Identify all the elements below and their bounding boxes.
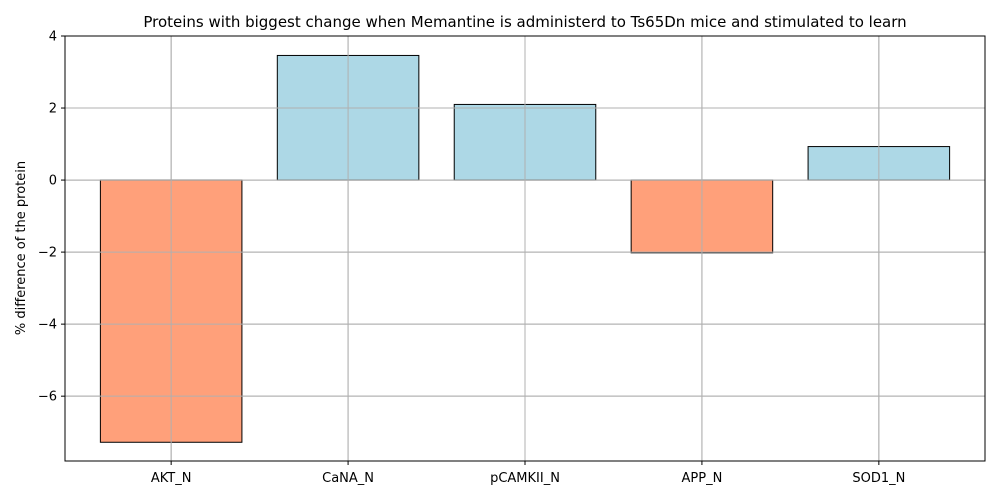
bars <box>65 35 985 461</box>
y-tick-label: 0 <box>49 174 57 189</box>
x-tick-label: pCAMKII_N <box>490 471 560 486</box>
y-tick-label: 2 <box>49 102 57 117</box>
plot-frame <box>64 35 986 462</box>
x-tick-label: SOD1_N <box>852 471 905 486</box>
x-tick-label: CaNA_N <box>322 471 374 486</box>
y-tick-label: −4 <box>38 318 57 333</box>
y-tick-label: 4 <box>49 30 57 45</box>
x-tick-label: APP_N <box>682 471 723 486</box>
chart-title: Proteins with biggest change when Memant… <box>143 13 906 31</box>
y-tick-label: −6 <box>38 390 57 405</box>
y-tick-label: −2 <box>38 246 57 261</box>
y-axis-label: % difference of the protein <box>14 161 29 335</box>
axis-ticks: −6 −4 −2 0 2 4 AKT_N CaNA_N pCAMKII_N APP_N SOD1_N <box>38 30 906 487</box>
x-tick-label: AKT_N <box>151 471 192 486</box>
